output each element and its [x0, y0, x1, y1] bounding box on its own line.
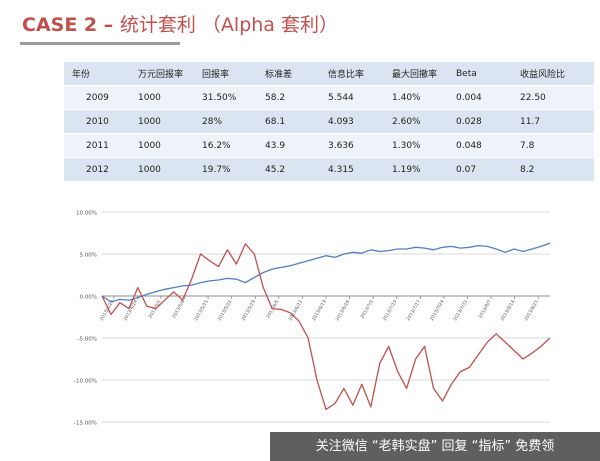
y-tick-label: -5.00%	[78, 337, 97, 343]
title-underline	[20, 42, 180, 45]
table-cell: 4.315	[320, 157, 384, 182]
col-header: 最大回撤率	[384, 62, 448, 86]
x-tick-label: 2013/5/29	[240, 299, 257, 322]
col-header: 万元回报率	[130, 62, 194, 86]
table-cell: 0.004	[448, 85, 512, 110]
x-tick-label: 2013/5/8	[171, 299, 186, 320]
table-cell: 11.7	[512, 109, 594, 134]
table-cell: 2012	[64, 157, 130, 182]
table-cell: 3.636	[320, 133, 384, 158]
table-cell: 1000	[130, 85, 194, 110]
col-header: Beta	[448, 62, 512, 86]
y-tick-label: -10.00%	[74, 379, 97, 385]
series-line-2	[101, 243, 551, 411]
table-cell: 68.1	[257, 109, 320, 134]
table-cell: 16.2%	[194, 133, 257, 158]
table-cell: 19.7%	[194, 157, 257, 182]
col-header: 回报率	[194, 62, 257, 86]
y-tick-label: 5.00%	[80, 253, 97, 259]
table-row: 2012 1000 19.7% 45.2 4.315 1.19% 0.07 8.…	[64, 157, 594, 182]
y-tick-label: -15.00%	[74, 421, 97, 427]
table-cell: 0.028	[448, 109, 512, 134]
x-tick-label: 2013/4/24	[122, 299, 139, 322]
x-tick-label: 2013/6/19	[311, 299, 328, 322]
table-cell: 4.093	[320, 109, 384, 134]
table-cell: 0.048	[448, 133, 512, 158]
table-cell: 1000	[130, 109, 194, 134]
table-cell: 0.07	[448, 157, 512, 182]
x-tick-label: 2013/6/26	[335, 299, 352, 322]
x-tick-label: 2013/4/20	[99, 299, 116, 322]
title-case: CASE 2 –	[22, 14, 120, 36]
col-header: 标准差	[257, 62, 320, 86]
table-cell: 1.40%	[384, 85, 448, 110]
x-tick-label: 2013/8/14	[500, 299, 517, 322]
x-tick-label: 2013/5/1	[147, 299, 162, 320]
y-tick-label: 0.00%	[80, 295, 97, 301]
table-row: 2010 1000 28% 68.1 4.093 2.60% 0.028 11.…	[64, 109, 594, 134]
table-cell: 58.2	[257, 85, 320, 110]
x-tick-label: 2013/7/31	[452, 299, 469, 322]
table-cell: 43.9	[257, 133, 320, 158]
table-row: 2011 1000 16.2% 43.9 3.636 1.30% 0.048 7…	[64, 133, 594, 158]
slide-title: CASE 2 – 统计套利 （Alpha 套利）	[22, 10, 338, 37]
table-cell: 1.19%	[384, 157, 448, 182]
table-cell: 8.2	[512, 157, 594, 182]
table-cell: 1.30%	[384, 133, 448, 158]
table-cell: 31.50%	[194, 85, 257, 110]
col-header: 年份	[64, 62, 130, 86]
x-tick-label: 2013/7/17	[405, 299, 422, 322]
table-cell: 2.60%	[384, 109, 448, 134]
x-tick-label: 2013/8/21	[523, 299, 540, 322]
table-cell: 1000	[130, 133, 194, 158]
x-tick-label: 2013/8/7	[477, 299, 492, 320]
table-cell: 1000	[130, 157, 194, 182]
table-cell: 2010	[64, 109, 130, 134]
y-tick-label: 10.00%	[76, 211, 97, 217]
table-cell: 28%	[194, 109, 257, 134]
table-cell: 2009	[64, 85, 130, 110]
watermark-banner: 关注微信 “老韩实盘” 回复 “指标” 免费领	[270, 432, 600, 461]
table-row: 2009 1000 31.50% 58.2 5.544 1.40% 0.004 …	[64, 85, 594, 110]
table-cell: 45.2	[257, 157, 320, 182]
x-tick-label: 2013/7/3	[360, 299, 375, 320]
table-cell: 7.8	[512, 133, 594, 158]
return-line-chart: 10.00% 5.00% 0.00% -5.00% -10.00% -15.00% 2013…	[74, 211, 551, 427]
x-tick-label: 2013/5/15	[193, 299, 210, 322]
x-tick-label: 2013/7/24	[429, 299, 446, 322]
title-subject: 统计套利 （Alpha 套利）	[119, 14, 338, 36]
performance-table: 年份 万元回报率 回报率 标准差 信息比率 最大回撤率 Beta 收益风险比 2…	[64, 62, 594, 182]
table-cell: 22.50	[512, 85, 594, 110]
series-line-1	[101, 242, 551, 303]
x-tick-label: 2013/5/22	[217, 299, 234, 322]
col-header: 信息比率	[320, 62, 384, 86]
col-header: 收益风险比	[512, 62, 594, 86]
table-header-row: 年份 万元回报率 回报率 标准差 信息比率 最大回撤率 Beta 收益风险比	[64, 62, 594, 86]
table-cell: 2011	[64, 133, 130, 158]
x-tick-label: 2013/7/10	[382, 299, 399, 322]
table-cell: 5.544	[320, 85, 384, 110]
